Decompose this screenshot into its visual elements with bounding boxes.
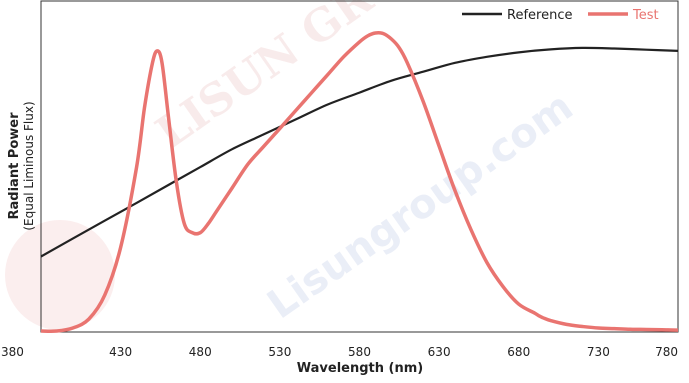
x-tick-labels: 380 430 480 530 580 630 680 730 780 [1,345,678,359]
legend: Reference Test [462,8,659,23]
x-tick-label: 780 [655,345,678,359]
y-axis-subtitle: (Equal Liminous Flux) [22,101,36,230]
legend-label-reference: Reference [507,8,572,23]
x-tick-label: 680 [507,345,530,359]
x-tick-label: 480 [189,345,212,359]
x-tick-label: 430 [109,345,132,359]
series-layer [40,31,679,333]
watermark: LISUN GROUP Lisungroup.com [5,0,581,330]
legend-label-test: Test [632,8,659,23]
series-line-reference [40,46,679,258]
x-tick-label: 630 [428,345,451,359]
x-tick-label: 530 [268,345,291,359]
x-axis-title: Wavelength (nm) [297,361,423,376]
watermark-text-1: LISUN GROUP [147,0,472,159]
watermark-logo-icon [5,220,115,330]
plot-area [40,0,679,333]
x-tick-label: 730 [587,345,610,359]
x-tick-label: 380 [1,345,24,359]
watermark-text-2: Lisungroup.com [259,83,581,328]
series-line-test [40,31,679,333]
x-tick-label: 580 [348,345,371,359]
y-axis-title: Radiant Power [7,112,22,220]
